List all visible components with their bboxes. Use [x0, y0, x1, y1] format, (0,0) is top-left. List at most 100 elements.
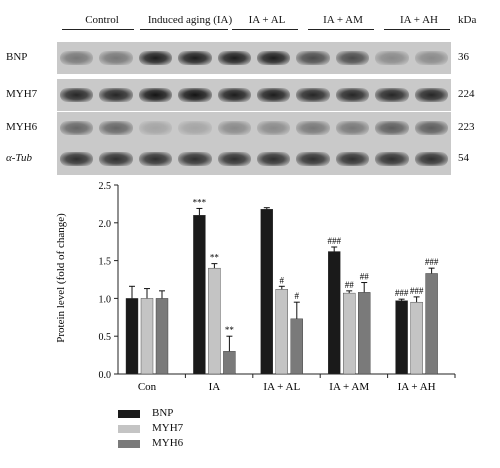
- significance-marker: ##: [345, 280, 355, 290]
- y-tick-label: 0.5: [99, 332, 112, 343]
- molecular-weight: 224: [458, 88, 475, 100]
- blot-band: [375, 51, 409, 65]
- group-underline: [62, 29, 134, 30]
- blot-band: [99, 51, 133, 65]
- bar-bnp: [328, 251, 341, 375]
- blot-band: [99, 121, 133, 135]
- blot-band: [296, 51, 330, 65]
- group-underline: [384, 29, 450, 30]
- x-tick-label: IA + AM: [329, 381, 369, 393]
- molecular-weight: 223: [458, 121, 475, 133]
- bar-bnp: [260, 208, 273, 375]
- legend-label: BNP: [152, 407, 174, 419]
- blot-band: [414, 121, 448, 135]
- blot-strip-tubulin: [57, 143, 451, 175]
- significance-marker: ###: [327, 236, 341, 246]
- molecular-weight: 54: [458, 152, 469, 164]
- y-tick-label: 1.5: [99, 257, 112, 268]
- blot-band: [257, 88, 291, 102]
- blot-band: [296, 152, 330, 166]
- blot-band: [335, 88, 370, 102]
- group-underline: [308, 29, 374, 30]
- blot-band: [335, 121, 370, 135]
- bar-myh6: [358, 292, 371, 375]
- blot-band: [414, 88, 448, 102]
- blot-band: [99, 88, 133, 102]
- blot-strip-myh7: [57, 79, 451, 111]
- group-label-ia-am: IA + AM: [323, 14, 363, 26]
- legend-label: MYH7: [152, 422, 184, 434]
- blot-row-label: MYH7: [6, 88, 38, 100]
- blot-band: [335, 51, 370, 65]
- significance-marker: ###: [395, 288, 409, 298]
- significance-marker: **: [225, 325, 235, 335]
- x-tick-label: Con: [138, 381, 157, 393]
- legend-swatch: [118, 425, 140, 433]
- blot-band: [296, 88, 330, 102]
- blot-band: [217, 121, 251, 135]
- group-label-induced-aging: Induced aging (IA): [147, 14, 233, 26]
- blot-band: [296, 121, 330, 135]
- significance-marker: ***: [193, 197, 207, 207]
- blot-strip-myh6: [57, 112, 451, 144]
- group-underline: [140, 29, 228, 30]
- significance-marker: #: [295, 291, 300, 301]
- blot-band: [60, 51, 94, 65]
- blot-band: [375, 152, 409, 166]
- x-tick-label: IA + AH: [398, 381, 436, 393]
- bar-myh7: [140, 298, 154, 375]
- blot-band: [217, 152, 251, 166]
- bar-bnp: [395, 300, 408, 375]
- blot-band: [60, 121, 94, 135]
- y-tick-label: 2.5: [99, 181, 112, 192]
- group-underline: [232, 29, 298, 30]
- bar-myh7: [343, 292, 356, 375]
- y-tick-label: 0.0: [99, 370, 112, 381]
- blot-band: [257, 51, 291, 65]
- blot-row-label: MYH6: [6, 121, 38, 133]
- group-label-control: Control: [85, 14, 119, 26]
- bar-myh7: [410, 301, 423, 375]
- legend-swatch: [118, 440, 140, 448]
- significance-marker: ###: [410, 286, 424, 296]
- blot-band: [178, 152, 212, 166]
- bar-myh6: [223, 351, 236, 375]
- blot-band: [138, 152, 173, 166]
- bar-myh7: [208, 267, 221, 375]
- blot-band: [138, 51, 173, 65]
- bar-myh6: [425, 273, 438, 375]
- blot-band: [99, 152, 133, 166]
- blot-band: [138, 121, 173, 135]
- significance-marker: ##: [360, 272, 370, 282]
- blot-band: [178, 51, 212, 65]
- blot-band: [257, 121, 291, 135]
- significance-marker: #: [280, 275, 285, 285]
- blot-band: [335, 152, 370, 166]
- kda-unit-label: kDa: [458, 14, 477, 26]
- blot-strip-bnp: [57, 42, 451, 74]
- blot-band: [414, 152, 448, 166]
- legend-swatch: [118, 410, 140, 418]
- group-label-ia-al: IA + AL: [248, 14, 286, 26]
- blot-band: [60, 88, 94, 102]
- legend-label: MYH6: [152, 437, 184, 449]
- x-tick-label: IA + AL: [263, 381, 300, 393]
- blot-row-label: α-Tub: [6, 152, 32, 164]
- x-tick-label: IA: [209, 381, 221, 393]
- chart-bars: *******############ ######: [125, 197, 439, 375]
- blot-band: [414, 51, 448, 65]
- blot-band: [217, 51, 251, 65]
- y-tick-label: 1.0: [99, 294, 112, 305]
- bar-myh6: [290, 318, 303, 375]
- blot-band: [60, 152, 94, 166]
- blot-band: [217, 88, 251, 102]
- bar-myh7: [275, 289, 288, 375]
- blot-band: [375, 121, 409, 135]
- blot-band: [375, 88, 409, 102]
- blot-row-label: BNP: [6, 51, 28, 63]
- y-axis-label: Protein level (fold of change): [55, 213, 67, 343]
- bar-bnp: [193, 215, 206, 375]
- blot-band: [138, 88, 173, 102]
- significance-marker: **: [210, 253, 220, 263]
